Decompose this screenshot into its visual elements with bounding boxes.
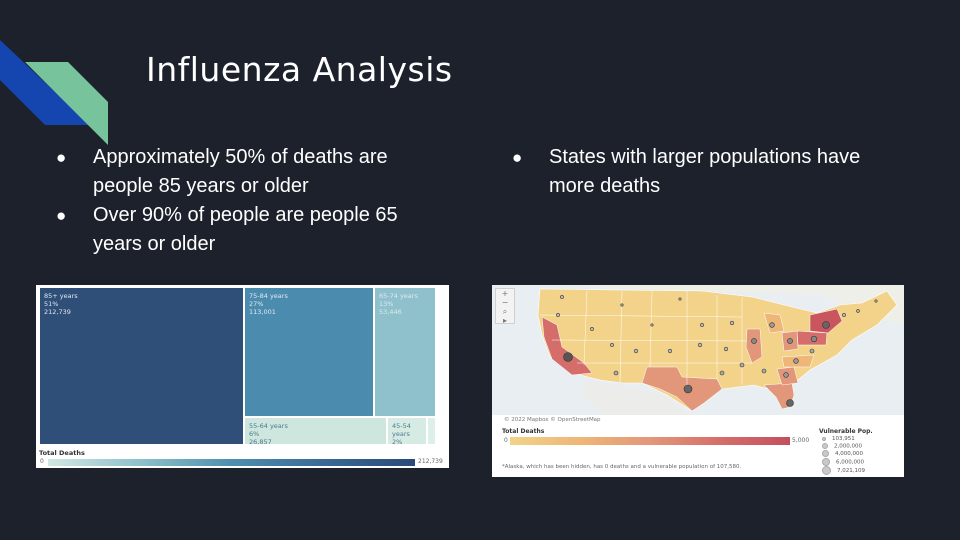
illinois-shape xyxy=(745,328,763,364)
age-treemap: 85+ years 51% 212,739 75-84 years 27% 11… xyxy=(36,285,449,468)
treemap-legend-min: 0 xyxy=(40,458,44,465)
play-icon[interactable]: ▸ xyxy=(502,316,507,325)
bullet-item: ● States with larger populations have mo… xyxy=(512,143,892,201)
bullet-icon: ● xyxy=(56,206,67,225)
map-legend-min: 0 xyxy=(504,437,508,444)
treemap-label: 55-64 years 6% 26,857 xyxy=(249,422,288,446)
vulnerable-size-row: 103,951 xyxy=(822,436,855,442)
bullet-item: ● Approximately 50% of deaths are people… xyxy=(56,143,436,201)
treemap-label: 75-84 years 27% 113,001 xyxy=(249,292,288,316)
texas-shape xyxy=(641,366,723,412)
size-label: 6,000,000 xyxy=(836,459,864,466)
treemap-legend-title: Total Deaths xyxy=(39,449,85,457)
map-color-scale xyxy=(510,437,790,445)
size-circle-icon xyxy=(822,458,830,466)
size-label: 4,000,000 xyxy=(835,451,863,457)
treemap-cell-85-plus: 85+ years 51% 212,739 xyxy=(39,287,244,445)
map-zoom-toolbar: + − ⌕ ▸ xyxy=(495,288,515,325)
california-shape xyxy=(541,316,593,376)
treemap-cell-45-54: 45-54 years 2% xyxy=(387,417,427,446)
map-legend-max: 5,000 xyxy=(792,437,810,444)
bullet-text: States with larger populations have more… xyxy=(549,146,861,197)
treemap-cell-small xyxy=(427,417,436,445)
bullet-icon: ● xyxy=(512,148,523,167)
bullet-item: ● Over 90% of people are people 65 years… xyxy=(56,201,436,259)
michigan-shape xyxy=(763,312,785,334)
map-attribution: © 2022 Mapbox © OpenStreetMap xyxy=(504,417,601,423)
treemap-color-scale xyxy=(48,459,415,466)
treemap-cell-65-74: 65-74 years 13% 53,446 xyxy=(374,287,436,417)
size-label: 103,951 xyxy=(832,436,855,442)
us-deaths-map: + − ⌕ ▸ © 2022 Mapbox © OpenStreetMap To… xyxy=(492,285,904,477)
vulnerable-size-row: 4,000,000 xyxy=(822,450,863,457)
zoom-in-icon[interactable]: + xyxy=(501,289,509,298)
vulnerable-size-row: 7,021,109 xyxy=(822,466,865,475)
treemap-legend-max: 212,739 xyxy=(418,458,443,465)
search-icon[interactable]: ⌕ xyxy=(502,307,508,316)
bullet-text: Over 90% of people are people 65 years o… xyxy=(93,204,398,255)
bullet-text: Approximately 50% of deaths are people 8… xyxy=(93,146,388,197)
corner-decoration xyxy=(0,40,108,145)
treemap-label: 65-74 years 13% 53,446 xyxy=(379,292,418,316)
treemap-cell-55-64: 55-64 years 6% 26,857 xyxy=(244,417,387,446)
vulnerable-size-row: 2,000,000 xyxy=(822,443,862,450)
vulnerable-size-row: 6,000,000 xyxy=(822,458,864,466)
slide-title: Influenza Analysis xyxy=(146,50,453,89)
treemap-cell-75-84: 75-84 years 27% 113,001 xyxy=(244,287,374,417)
size-circle-icon xyxy=(822,436,826,441)
size-label: 7,021,109 xyxy=(837,468,865,474)
size-circle-icon xyxy=(822,450,829,457)
bullet-icon: ● xyxy=(56,148,67,167)
new-york-shape xyxy=(809,308,843,334)
size-circle-icon xyxy=(822,443,828,449)
size-circle-icon xyxy=(822,466,831,475)
treemap-label: 45-54 years 2% xyxy=(392,422,411,446)
map-footnote: *Alaska, which has been hidden, has 0 de… xyxy=(502,464,742,470)
treemap-label: 85+ years 51% 212,739 xyxy=(44,292,78,316)
zoom-out-icon[interactable]: − xyxy=(501,298,509,307)
size-label: 2,000,000 xyxy=(834,443,862,450)
vulnerable-pop-title: Vulnerable Pop. xyxy=(819,428,873,435)
right-bullet-list: ● States with larger populations have mo… xyxy=(512,143,892,201)
left-bullet-list: ● Approximately 50% of deaths are people… xyxy=(56,143,436,259)
map-legend-title: Total Deaths xyxy=(502,428,545,435)
map-canvas xyxy=(492,285,904,415)
